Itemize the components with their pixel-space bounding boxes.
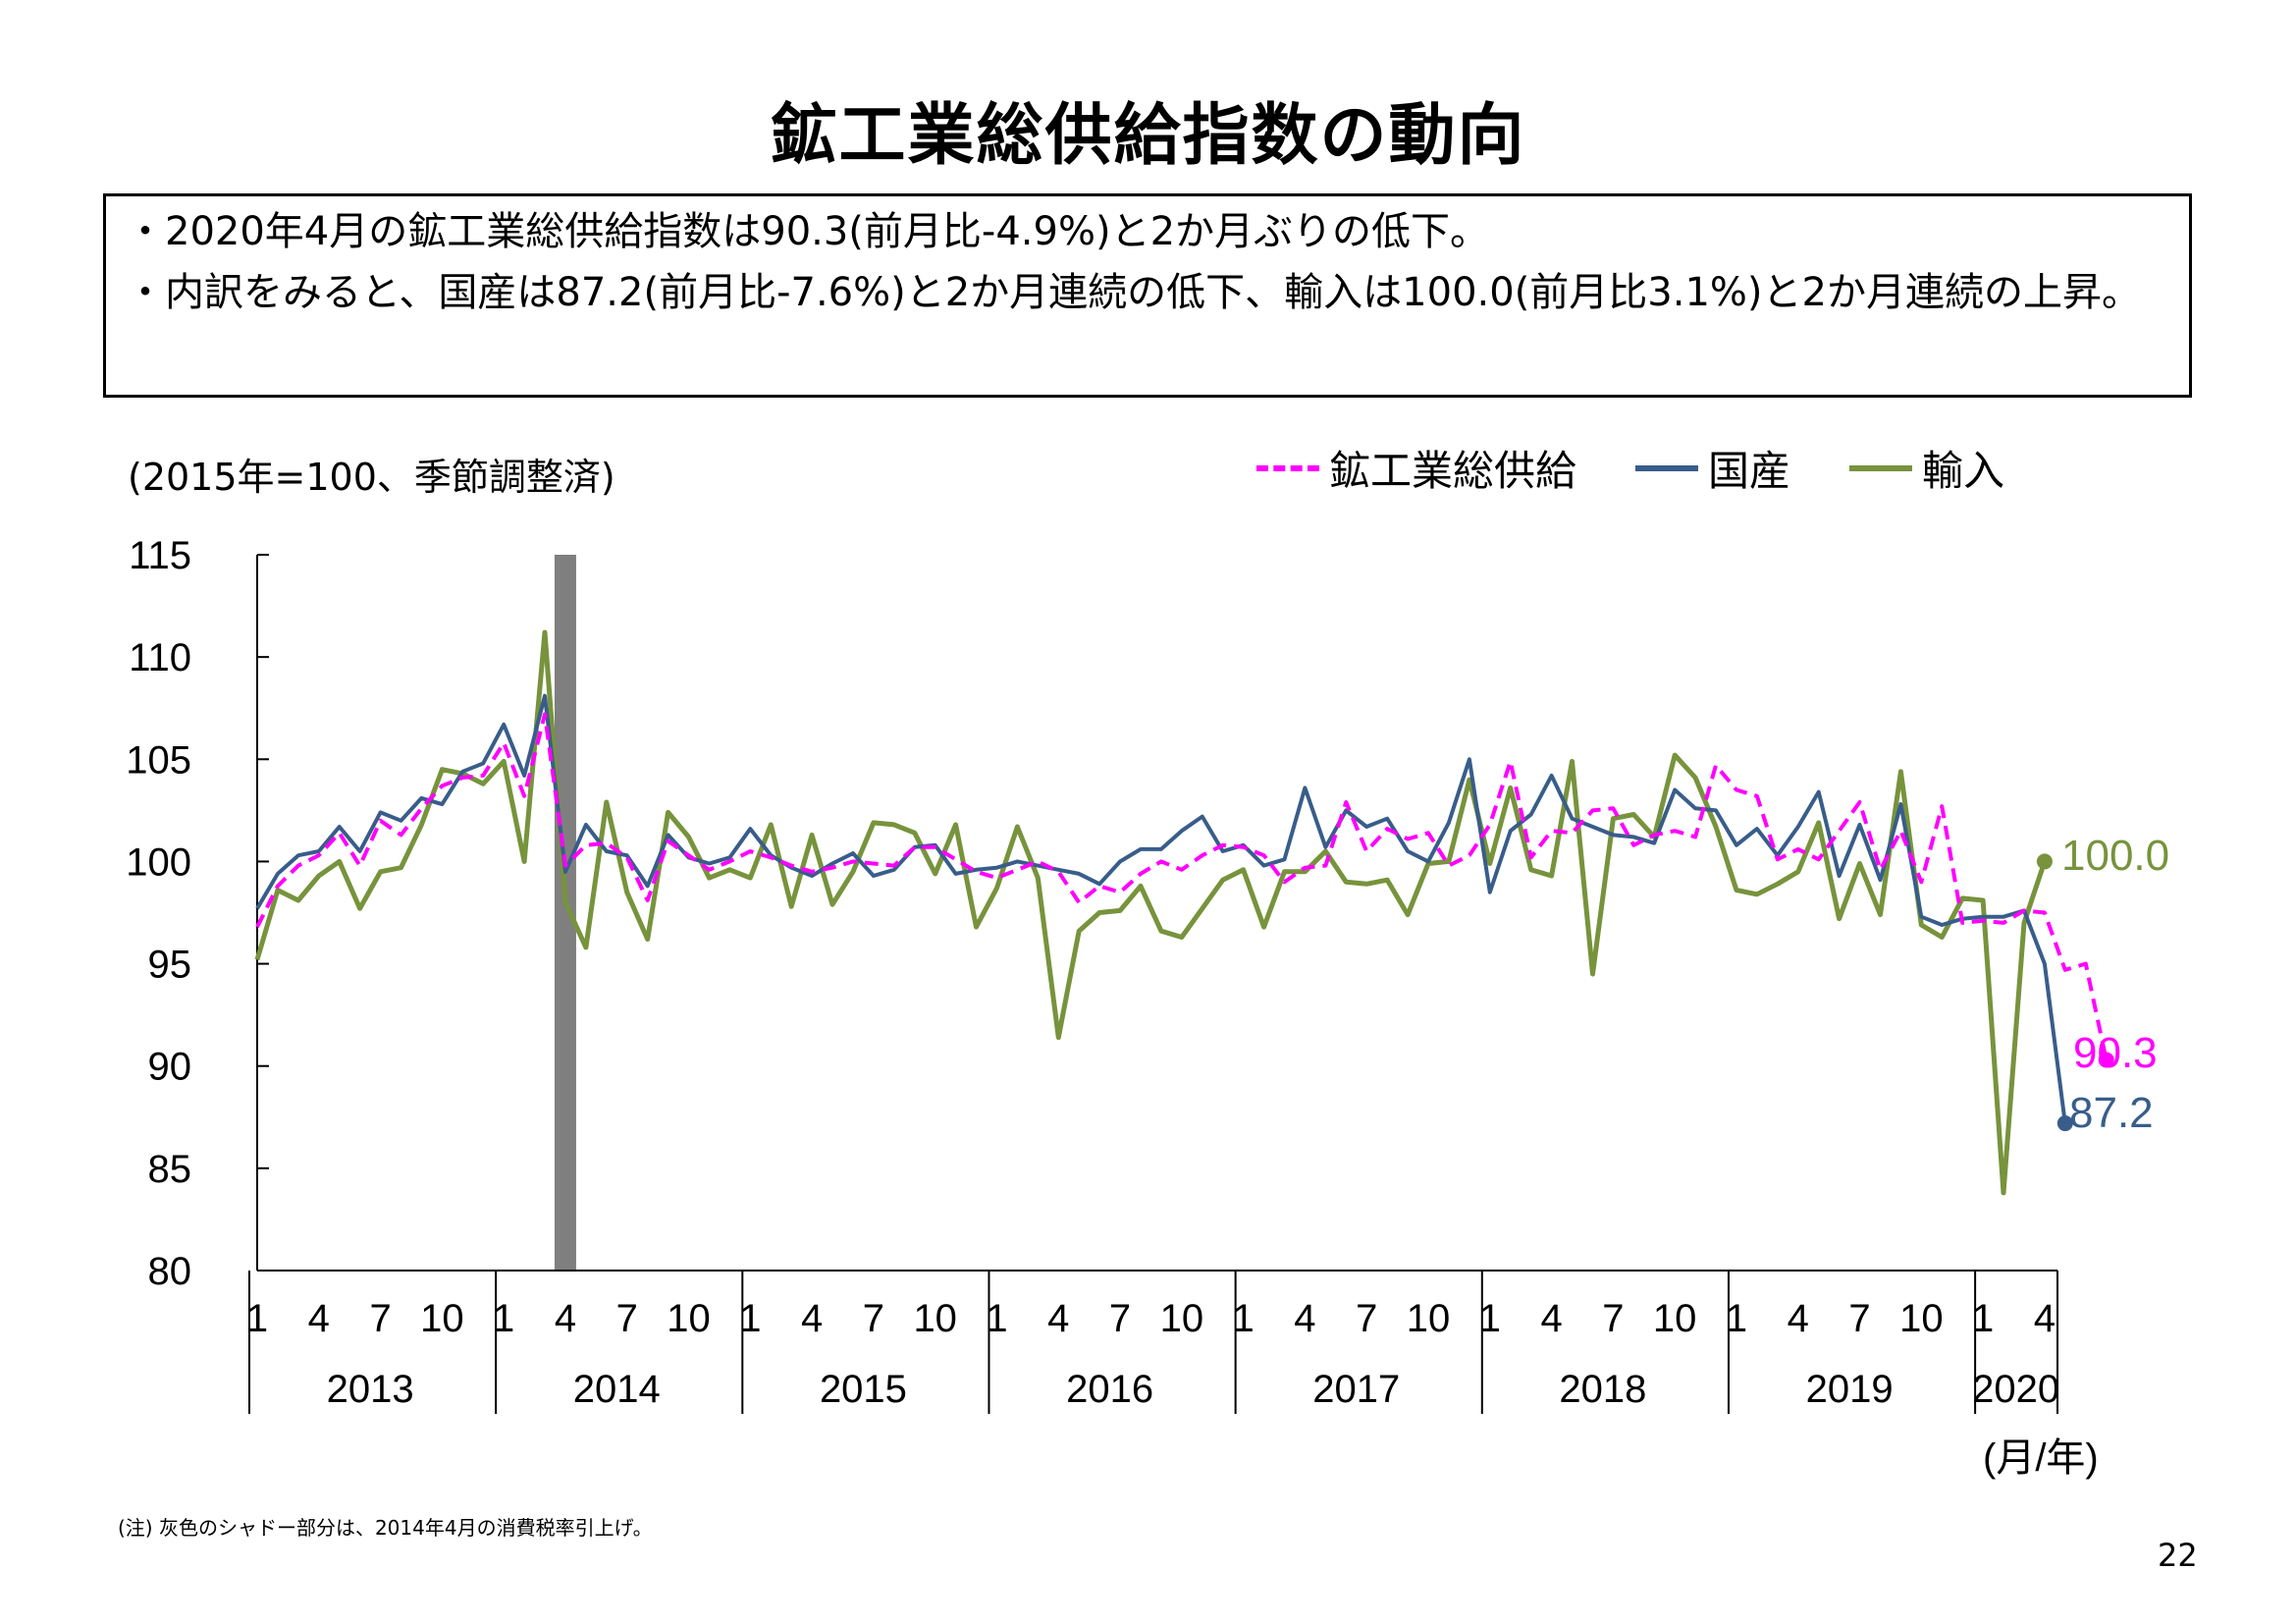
legend-label-total: 鉱工業総供給 xyxy=(1329,447,1577,495)
x-month-label: 4 xyxy=(1294,1297,1315,1340)
shade-bar xyxy=(554,555,576,1271)
x-month-label: 10 xyxy=(1653,1297,1697,1340)
x-year-label: 2020 xyxy=(1972,1368,2059,1411)
x-month-label: 7 xyxy=(616,1297,638,1340)
x-month-label: 1 xyxy=(986,1297,1007,1340)
y-tick-label: 95 xyxy=(148,944,192,987)
footnote: (注) 灰色のシャドー部分は、2014年4月の消費税率引上げ。 xyxy=(118,1516,653,1540)
x-year-label: 2019 xyxy=(1806,1368,1894,1411)
x-axis-unit-label: (月/年) xyxy=(1983,1436,2099,1480)
chart-legend: 鉱工業総供給 国産 輸入 xyxy=(1256,438,2004,498)
legend-item-total: 鉱工業総供給 xyxy=(1256,438,1576,498)
series-line-total xyxy=(255,712,2109,1060)
y-tick-label: 110 xyxy=(129,636,191,679)
x-month-label: 7 xyxy=(1356,1297,1377,1340)
series-end-label-imports: 100.0 xyxy=(2061,832,2169,880)
series-end-label-total: 90.3 xyxy=(2073,1029,2158,1077)
page-number: 22 xyxy=(2158,1537,2198,1574)
x-month-label: 1 xyxy=(739,1297,761,1340)
summary-box: ・2020年4月の鉱工業総供給指数は90.3(前月比-4.9%)と2か月ぶりの低… xyxy=(103,193,2192,398)
legend-label-domestic: 国産 xyxy=(1708,447,1791,495)
x-month-label: 10 xyxy=(913,1297,957,1340)
legend-swatch-imports xyxy=(1849,464,1913,471)
x-month-label: 4 xyxy=(2034,1297,2056,1340)
series-end-label-domestic: 87.2 xyxy=(2069,1089,2154,1137)
x-month-label: 7 xyxy=(1602,1297,1624,1340)
x-month-label: 4 xyxy=(1540,1297,1562,1340)
x-month-label: 1 xyxy=(1233,1297,1255,1340)
x-month-label: 1 xyxy=(493,1297,514,1340)
y-tick-label: 80 xyxy=(148,1250,192,1293)
summary-bullet-2: ・内訳をみると、国産は87.2(前月比-7.6%)と2か月連続の低下、輸入は10… xyxy=(126,270,2141,315)
legend-item-domestic: 国産 xyxy=(1635,438,1790,498)
series-line-imports xyxy=(254,629,2048,1196)
legend-item-imports: 輸入 xyxy=(1849,438,2004,498)
x-month-label: 1 xyxy=(246,1297,268,1340)
y-tick-label: 85 xyxy=(148,1148,192,1191)
summary-bullet-1: ・2020年4月の鉱工業総供給指数は90.3(前月比-4.9%)と2か月ぶりの低… xyxy=(126,209,1490,254)
x-year-label: 2014 xyxy=(573,1368,661,1411)
y-tick-label: 100 xyxy=(126,840,191,884)
x-month-label: 1 xyxy=(1972,1297,1994,1340)
legend-swatch-domestic xyxy=(1635,464,1699,471)
y-tick-label: 115 xyxy=(129,534,191,577)
x-year-label: 2018 xyxy=(1559,1368,1646,1411)
y-tick-label: 90 xyxy=(148,1046,192,1089)
x-year-label: 2016 xyxy=(1066,1368,1153,1411)
x-year-label: 2013 xyxy=(327,1368,414,1411)
x-year-label: 2017 xyxy=(1312,1368,1400,1411)
x-month-label: 7 xyxy=(1109,1297,1131,1340)
x-month-label: 1 xyxy=(1726,1297,1747,1340)
x-month-label: 10 xyxy=(1407,1297,1451,1340)
x-month-label: 10 xyxy=(1899,1297,1944,1340)
x-month-label: 1 xyxy=(1479,1297,1501,1340)
slide-title: 鉱工業総供給指数の動向 xyxy=(770,97,1526,175)
series-end-marker-imports xyxy=(2036,853,2053,870)
series-end-marker-total xyxy=(2098,1052,2114,1068)
legend-label-imports: 輸入 xyxy=(1922,447,2005,495)
series-end-marker-domestic xyxy=(2056,1115,2073,1132)
x-month-label: 7 xyxy=(1848,1297,1870,1340)
x-month-label: 4 xyxy=(801,1297,823,1340)
x-month-label: 7 xyxy=(863,1297,884,1340)
series-line-domestic xyxy=(255,693,2067,1124)
legend-swatch-total xyxy=(1256,464,1319,471)
x-month-label: 4 xyxy=(1047,1297,1069,1340)
x-year-label: 2015 xyxy=(820,1368,907,1411)
x-month-label: 4 xyxy=(1788,1297,1809,1340)
x-month-label: 4 xyxy=(555,1297,576,1340)
x-month-label: 10 xyxy=(420,1297,464,1340)
chart-unit-note: (2015年=100、季節調整済) xyxy=(128,456,615,499)
x-month-label: 10 xyxy=(1160,1297,1204,1340)
x-month-label: 4 xyxy=(308,1297,330,1340)
y-tick-label: 105 xyxy=(126,738,191,782)
x-month-label: 10 xyxy=(667,1297,711,1340)
x-month-label: 7 xyxy=(369,1297,391,1340)
